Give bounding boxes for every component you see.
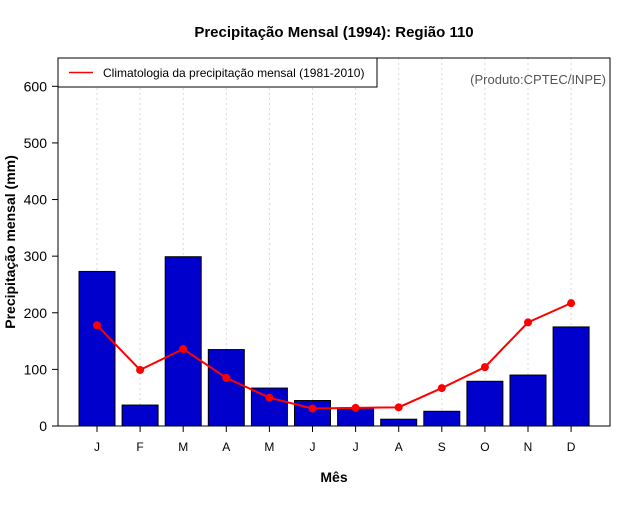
- climatology-point-5: [265, 393, 274, 402]
- climatology-point-3: [179, 345, 188, 354]
- y-tick-label: 600: [24, 78, 48, 94]
- legend-box: [57, 57, 378, 88]
- source-annotation: (Produto:CPTEC/INPE): [470, 72, 606, 87]
- x-tick-label: O: [480, 440, 489, 454]
- legend-entry-climatology: Climatologia da precipitação mensal (198…: [103, 66, 364, 80]
- chart-title: Precipitação Mensal (1994): Região 110: [194, 24, 473, 41]
- bar-j-1: [78, 270, 116, 427]
- x-tick-label: M: [178, 440, 188, 454]
- y-tick-label: 400: [24, 192, 48, 208]
- bar-n-11: [509, 374, 547, 427]
- climatology-point-6: [308, 404, 317, 413]
- bar-m-3: [164, 256, 202, 427]
- bar-o-10: [466, 380, 504, 427]
- x-tick-label: N: [524, 440, 533, 454]
- y-tick-label: 300: [24, 248, 48, 264]
- bar-s-9: [423, 410, 461, 427]
- y-tick-label: 100: [24, 361, 48, 377]
- climatology-point-8: [394, 403, 403, 412]
- x-tick-label: A: [222, 440, 230, 454]
- bar-d-12: [552, 326, 590, 427]
- bar-series: [78, 256, 590, 427]
- x-tick-label: J: [353, 440, 359, 454]
- x-tick-label: J: [94, 440, 100, 454]
- legend: Climatologia da precipitação mensal (198…: [57, 57, 378, 88]
- x-tick-label: F: [136, 440, 143, 454]
- x-tick-label: M: [264, 440, 274, 454]
- climatology-point-7: [351, 403, 360, 412]
- y-tick-label: 0: [39, 418, 47, 434]
- climatology-point-11: [524, 318, 532, 327]
- x-tick-label: J: [310, 440, 316, 454]
- climatology-point-1: [93, 321, 101, 330]
- y-axis-label: Precipitação mensal (mm): [2, 155, 18, 329]
- y-axis: 0 100 200 300 400 500 600: [24, 78, 58, 434]
- bar-a-4: [207, 349, 245, 427]
- climatology-line: [96, 302, 572, 410]
- climatology-point-9: [437, 384, 446, 393]
- climatology-point-2: [136, 365, 145, 374]
- x-tick-label: A: [395, 440, 403, 454]
- x-tick-label: S: [438, 440, 446, 454]
- climatology-line-series: [93, 299, 576, 413]
- climatology-point-4: [222, 373, 231, 382]
- bar-a-8: [380, 418, 418, 427]
- y-tick-label: 500: [24, 135, 48, 151]
- x-axis-label: Mês: [320, 469, 347, 485]
- y-tick-label: 200: [24, 305, 48, 321]
- bar-f-2: [121, 404, 159, 427]
- climatology-point-12: [567, 299, 576, 308]
- x-tick-label: D: [567, 440, 576, 454]
- climatology-point-10: [480, 363, 489, 372]
